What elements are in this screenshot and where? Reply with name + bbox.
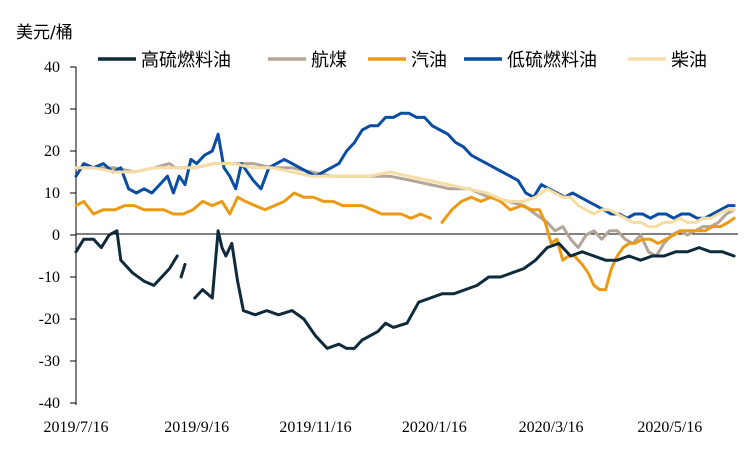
x-tick-label: 2020/5/16 [637,419,702,436]
legend-label-0: 高硫燃料油 [141,50,231,71]
x-tick-label: 2019/7/16 [44,419,109,436]
legend-label-2: 汽油 [411,50,447,71]
x-tick-label: 2019/9/16 [164,419,229,436]
y-tick-label: 0 [52,227,60,244]
series-lines [74,111,736,350]
x-tick-label: 2020/1/16 [402,419,467,436]
legend-label-1: 航煤 [311,50,347,71]
y-tick-label: -40 [39,395,60,412]
x-ticks: 2019/7/16 2019/9/16 2019/11/16 2020/1/16 202… [44,419,703,436]
series-line-4 [74,162,736,229]
y-tick-label: 20 [44,143,60,160]
y-tick-label: 40 [44,59,60,76]
x-tick-label: 2019/11/16 [279,419,351,436]
y-tick-label: -30 [39,353,60,370]
series-line-2 [74,191,736,292]
x-tick-label: 2020/3/16 [519,419,584,436]
y-tick-label: -10 [39,269,60,286]
legend-label-3: 低硫燃料油 [507,50,597,71]
y-axis-unit-label: 美元/桶 [16,23,73,43]
legend-label-4: 柴油 [671,50,707,71]
y-ticks: 40 30 20 10 0 -10 -20 -30 -40 [39,59,76,412]
y-tick-label: -20 [39,311,60,328]
series-line-0 [74,229,736,350]
legend: 高硫燃料油 航煤 汽油 低硫燃料油 柴油 [98,50,707,71]
y-tick-label: 10 [44,185,60,202]
y-tick-label: 30 [44,101,60,118]
